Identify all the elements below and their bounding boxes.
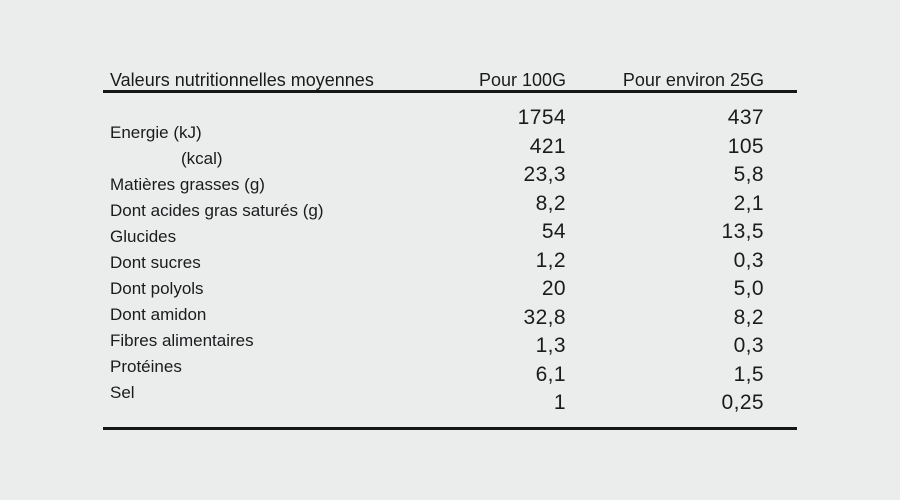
value-per-100g: 1	[553, 391, 566, 414]
value-per-25g: 437	[727, 106, 764, 129]
table-header-per-25g: Pour environ 25G	[622, 70, 764, 90]
value-per-25g: 105	[727, 134, 764, 158]
nutrient-row-label: Dont sucres	[110, 253, 201, 272]
value-per-25g: 0,25	[721, 391, 764, 414]
value-per-25g: 0,3	[733, 334, 764, 357]
table-bottom-rule	[103, 427, 797, 430]
value-per-25g: 13,5	[721, 220, 764, 243]
nutrient-row-label: Glucides	[110, 227, 177, 246]
value-per-25g: 5,8	[733, 163, 764, 186]
nutrient-row-label: Fibres alimentaires	[110, 331, 254, 350]
nutrient-row-label: Dont amidon	[110, 305, 207, 324]
header-divider-rule	[103, 90, 797, 93]
value-per-100g: 20	[541, 277, 566, 300]
value-per-100g: 23,3	[523, 163, 566, 186]
table-header-label: Valeurs nutritionnelles moyennes	[110, 70, 374, 90]
value-per-100g: 1,2	[535, 248, 566, 272]
value-per-100g: 1754	[517, 106, 566, 129]
value-per-100g: 6,1	[535, 362, 566, 386]
value-per-100g: 54	[541, 220, 566, 243]
value-per-100g: 421	[529, 134, 566, 158]
value-per-100g: 32,8	[523, 305, 566, 329]
value-per-25g: 0,3	[733, 248, 764, 272]
value-per-25g: 2,1	[733, 191, 764, 215]
nutrient-labels-column: Energie (kJ) (kcal) Matières grasses (g) Do…	[110, 120, 430, 406]
nutrient-row-label: Dont acides gras saturés (g)	[110, 201, 324, 220]
value-per-25g: 5,0	[733, 277, 764, 300]
value-per-100g: 1,3	[535, 334, 566, 357]
value-per-100g: 8,2	[535, 191, 566, 215]
nutrient-row-label: Protéines	[110, 357, 182, 376]
nutrient-row-label: Sel	[110, 383, 135, 402]
value-per-25g: 8,2	[733, 305, 764, 329]
nutrient-row-label: Dont polyols	[110, 279, 204, 298]
nutrient-row-label: (kcal)	[181, 149, 223, 168]
values-per-25g-column: 437 105 5,8 2,1 13,5 0,3 5,0 8,2 0,3 1,5 0,25	[564, 104, 764, 418]
nutrient-row-label: Matières grasses (g)	[110, 175, 265, 194]
nutrient-row-label: Energie (kJ)	[110, 123, 202, 142]
values-per-100g-column: 1754 421 23,3 8,2 54 1,2 20 32,8 1,3 6,1 1	[366, 104, 566, 418]
table-header-per-100g: Pour 100G	[478, 70, 566, 90]
value-per-25g: 1,5	[733, 362, 764, 386]
